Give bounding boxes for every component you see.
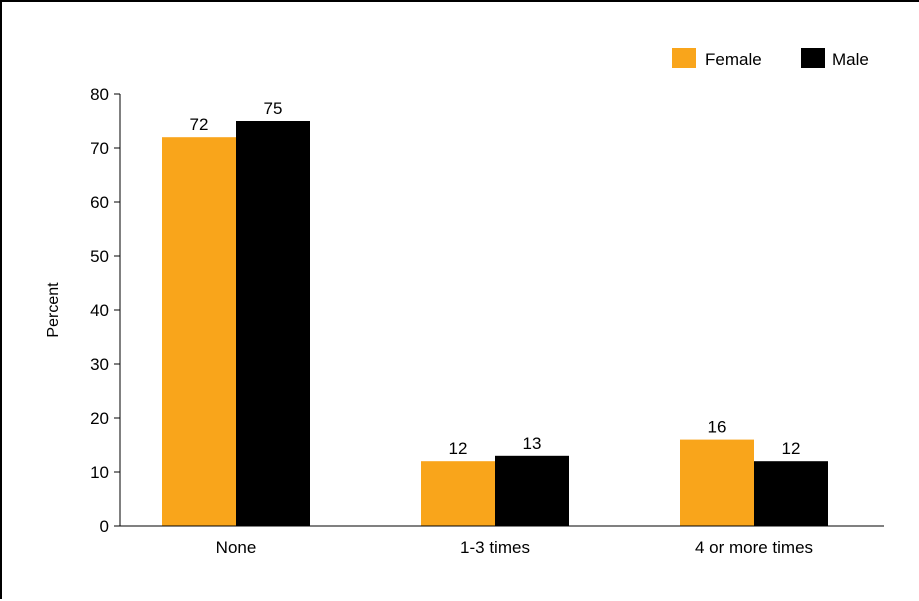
y-axis-ticks: 0 10 20 30 40 50 60 70 80 [90,85,120,536]
legend-swatch [801,48,825,68]
y-tick-label: 30 [90,355,109,374]
data-label: 16 [708,418,727,437]
data-labels: 72 75 12 13 16 12 [190,99,801,458]
y-tick-label: 50 [90,247,109,266]
legend-label: Male [832,50,869,69]
bar-female-2 [680,439,754,526]
y-tick-label: 10 [90,463,109,482]
bar-female-0 [162,137,236,526]
legend-label: Female [705,50,762,69]
bar-male-2 [754,461,828,526]
y-tick-label: 80 [90,85,109,104]
y-tick-label: 70 [90,139,109,158]
y-tick-label: 20 [90,409,109,428]
bar-male-1 [495,455,569,526]
y-tick-label: 40 [90,301,109,320]
legend-swatch [672,48,696,68]
y-axis-label: Percent [45,282,62,338]
data-label: 72 [190,115,209,134]
x-axis-categories: None 1-3 times 4 or more times [216,538,813,557]
data-label: 12 [449,439,468,458]
data-label: 75 [264,99,283,118]
x-category-label: 4 or more times [695,538,813,557]
bar-male-0 [236,121,310,526]
x-category-label: None [216,538,257,557]
bars [162,121,828,526]
y-tick-label: 60 [90,193,109,212]
bar-female-1 [421,461,495,526]
legend: Female Male [672,48,869,69]
data-label: 12 [782,439,801,458]
x-category-label: 1-3 times [460,538,530,557]
data-label: 13 [523,434,542,453]
y-tick-label: 0 [100,517,109,536]
